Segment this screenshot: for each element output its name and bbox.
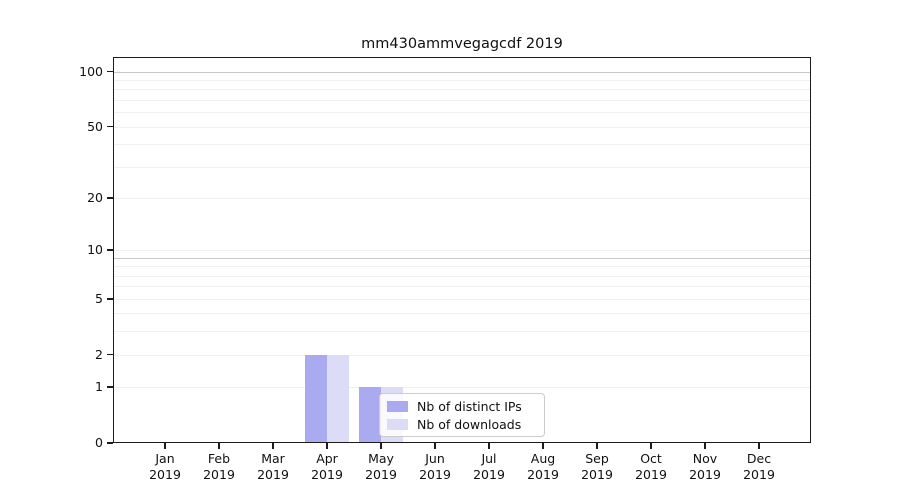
y-tick-label-100: 100 <box>79 63 103 79</box>
gridline-y-6 <box>113 286 811 288</box>
gridline-y-7 <box>113 275 811 277</box>
y-tick-label-20: 20 <box>87 189 103 205</box>
x-tick-month: Feb <box>207 451 231 466</box>
x-tick-label-feb: Feb 2019 <box>191 451 247 483</box>
gridline-y-30 <box>113 166 811 168</box>
x-tick-month: Jan <box>155 451 175 466</box>
bar-nb-of-distinct-ips-may <box>359 387 381 443</box>
gridline-y-5 <box>113 298 811 300</box>
x-tick-year: 2019 <box>311 467 343 482</box>
gridline-y-9 <box>113 257 811 259</box>
y-tick-mark-100 <box>107 70 113 73</box>
x-tick-label-oct: Oct 2019 <box>623 451 679 483</box>
x-tick-label-sep: Sep 2019 <box>569 451 625 483</box>
x-tick-year: 2019 <box>419 467 451 482</box>
x-tick-month: Mar <box>261 451 285 466</box>
y-tick-label-5: 5 <box>95 290 103 306</box>
x-tick-month: Aug <box>530 451 556 466</box>
gridline-y-2 <box>113 354 811 356</box>
plot-area <box>113 57 811 443</box>
x-tick-label-mar: Mar 2019 <box>245 451 301 483</box>
x-tick-mark-mar <box>272 443 274 449</box>
x-tick-mark-jul <box>488 443 490 449</box>
legend-swatch-downloads <box>387 418 408 430</box>
gridline-y-100 <box>113 71 811 73</box>
x-tick-month: Jul <box>481 451 497 466</box>
y-tick-mark-20 <box>107 197 113 199</box>
x-tick-label-dec: Dec 2019 <box>731 451 787 483</box>
x-tick-mark-jan <box>164 443 166 449</box>
chart-title: mm430ammvegagcdf 2019 <box>361 36 563 52</box>
legend: Nb of distinct IPs Nb of downloads <box>379 393 545 437</box>
y-tick-label-2: 2 <box>95 346 103 362</box>
legend-label-downloads: Nb of downloads <box>417 416 522 432</box>
legend-item-distinct-ips: Nb of distinct IPs <box>387 399 537 414</box>
y-tick-mark-10 <box>107 249 113 251</box>
x-tick-mark-oct <box>650 443 652 449</box>
y-tick-label-50: 50 <box>87 118 103 134</box>
x-tick-mark-sep <box>596 443 598 449</box>
x-tick-label-jan: Jan 2019 <box>137 451 193 483</box>
x-tick-label-nov: Nov 2019 <box>677 451 733 483</box>
gridline-y-60 <box>113 112 811 114</box>
x-tick-month: Oct <box>640 451 662 466</box>
x-tick-year: 2019 <box>257 467 289 482</box>
gridline-y-70 <box>113 99 811 101</box>
x-tick-label-apr: Apr 2019 <box>299 451 355 483</box>
legend-label-distinct-ips: Nb of distinct IPs <box>417 398 522 414</box>
gridline-y-1 <box>113 387 811 389</box>
x-tick-year: 2019 <box>203 467 235 482</box>
x-tick-year: 2019 <box>527 467 559 482</box>
x-tick-label-jul: Jul 2019 <box>461 451 517 483</box>
x-tick-year: 2019 <box>581 467 613 482</box>
x-tick-year: 2019 <box>365 467 397 482</box>
x-tick-label-may: May 2019 <box>353 451 409 483</box>
gridline-y-20 <box>113 197 811 199</box>
x-tick-year: 2019 <box>473 467 505 482</box>
bar-nb-of-downloads-apr <box>327 354 349 443</box>
y-tick-mark-0 <box>107 442 113 444</box>
x-tick-month: Nov <box>692 451 718 466</box>
y-tick-mark-5 <box>107 298 113 300</box>
gridline-y-10 <box>113 250 811 251</box>
x-tick-label-aug: Aug 2019 <box>515 451 571 483</box>
gridline-y-40 <box>113 144 811 146</box>
x-tick-mark-nov <box>704 443 706 449</box>
x-tick-mark-dec <box>758 443 760 449</box>
y-tick-label-0: 0 <box>95 435 103 450</box>
x-tick-month: Sep <box>585 451 609 466</box>
gridline-y-80 <box>113 89 811 91</box>
x-tick-mark-aug <box>542 443 544 449</box>
gridline-y-90 <box>113 79 811 81</box>
x-tick-year: 2019 <box>635 467 667 482</box>
x-tick-label-jun: Jun 2019 <box>407 451 463 483</box>
gridline-y-8 <box>113 266 811 268</box>
y-tick-mark-2 <box>107 353 113 356</box>
y-tick-label-1: 1 <box>95 379 103 395</box>
gridline-y-3 <box>113 331 811 333</box>
x-tick-mark-feb <box>218 443 220 449</box>
x-tick-month: Jun <box>425 451 445 466</box>
x-tick-year: 2019 <box>689 467 721 482</box>
x-tick-year: 2019 <box>149 467 181 482</box>
bar-nb-of-distinct-ips-apr <box>305 354 327 443</box>
x-tick-month: May <box>368 451 394 466</box>
legend-item-downloads: Nb of downloads <box>387 417 537 432</box>
gridline-y-4 <box>113 313 811 315</box>
x-tick-mark-jun <box>434 443 436 449</box>
legend-swatch-distinct-ips <box>387 400 408 412</box>
gridline-y-50 <box>113 126 811 128</box>
x-tick-year: 2019 <box>743 467 775 482</box>
x-tick-mark-apr <box>326 443 328 449</box>
x-tick-month: Apr <box>316 451 338 466</box>
x-tick-mark-may <box>380 443 382 449</box>
y-tick-mark-1 <box>107 386 113 388</box>
y-tick-mark-50 <box>107 125 113 128</box>
x-tick-month: Dec <box>746 451 772 466</box>
y-tick-label-10: 10 <box>87 242 103 257</box>
